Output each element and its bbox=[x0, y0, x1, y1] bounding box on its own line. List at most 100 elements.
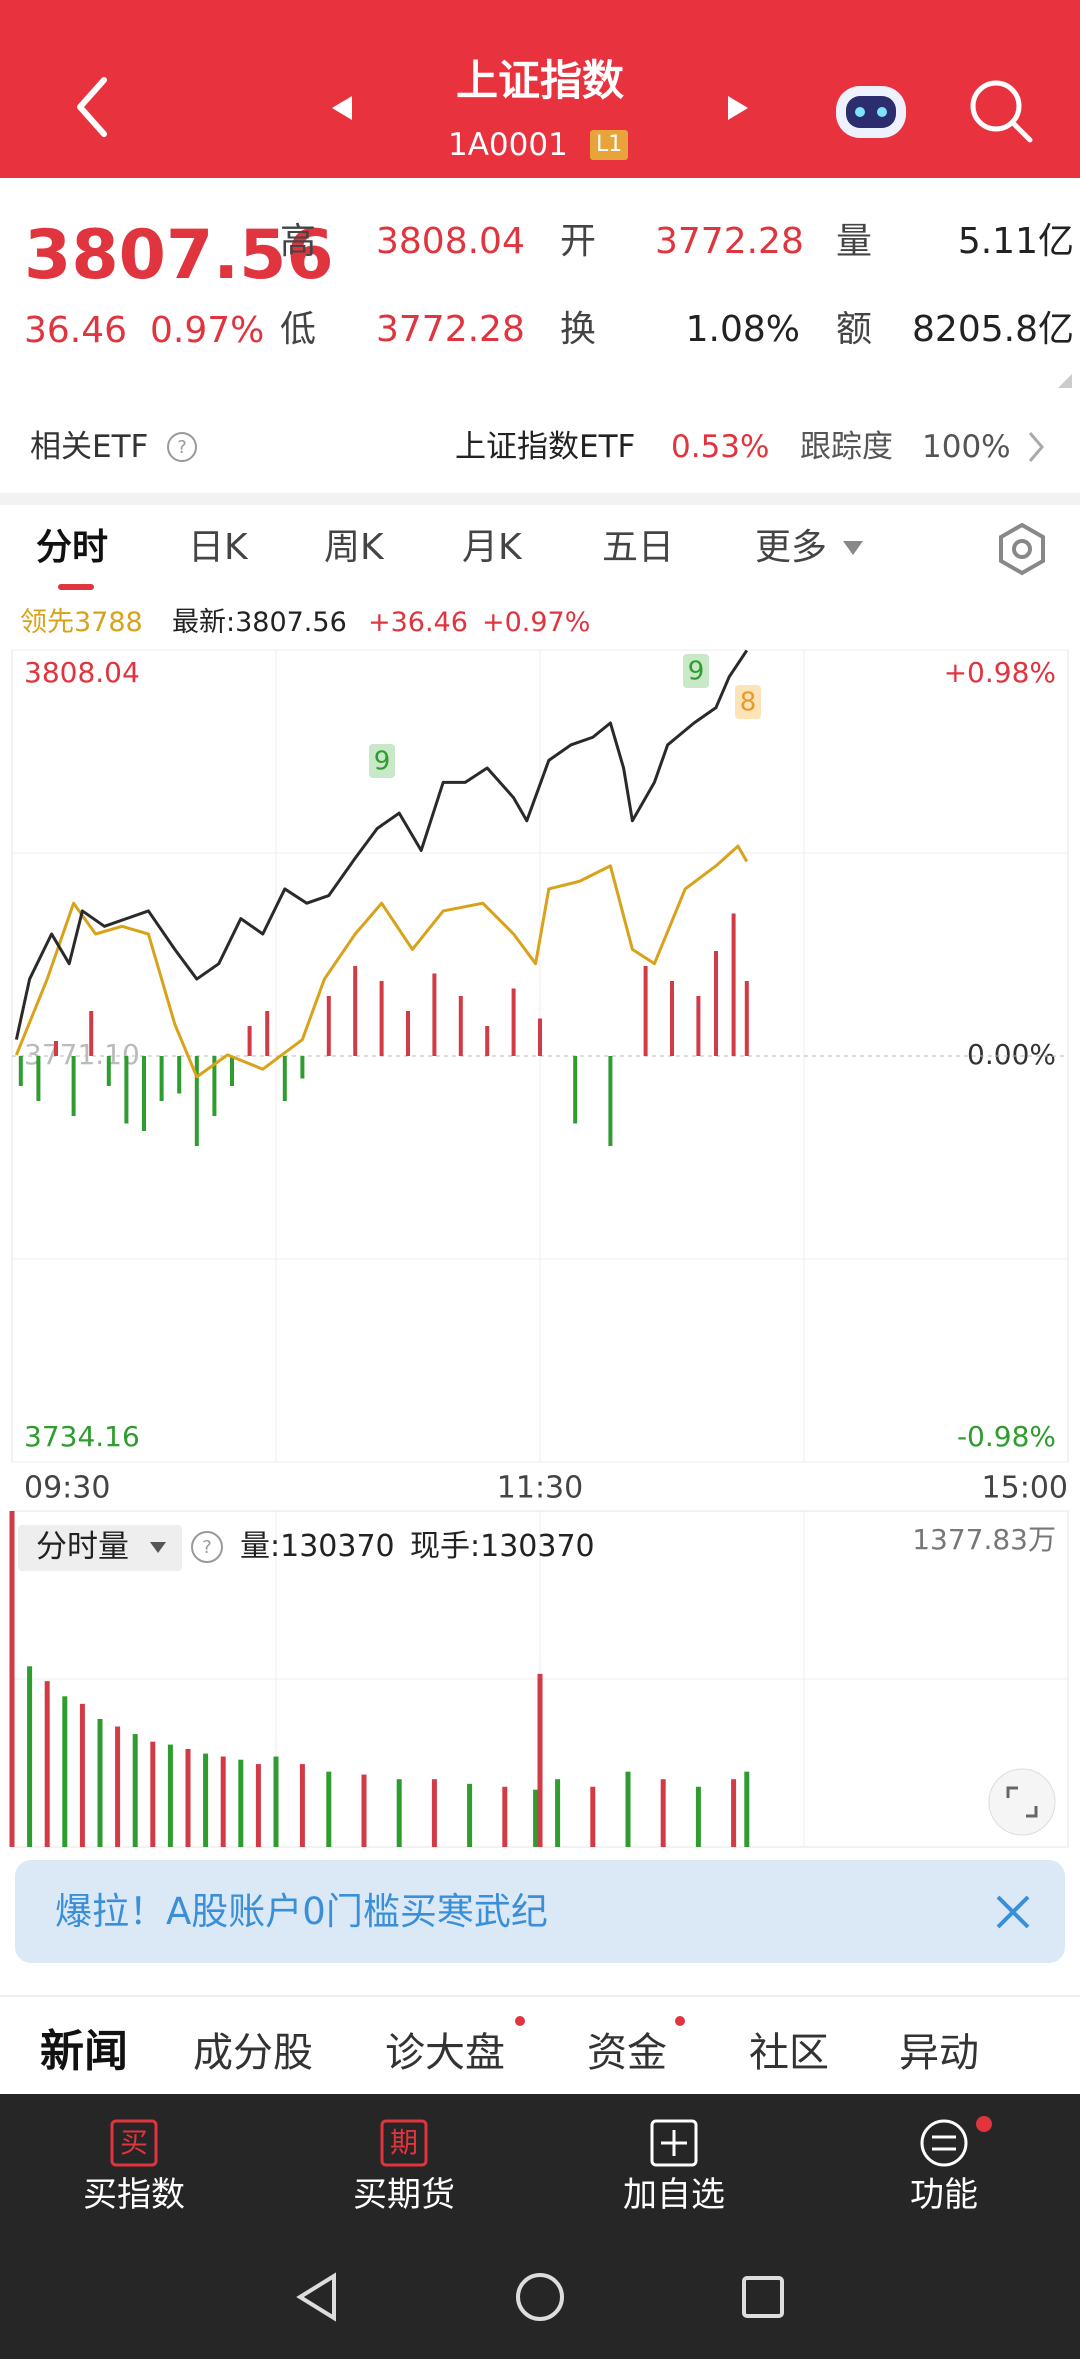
nav-label[interactable]: 功能 bbox=[910, 2175, 978, 2215]
breadth-bar bbox=[406, 1011, 410, 1056]
volume-tick-label: 1377.83万 bbox=[912, 1523, 1056, 1556]
volume-bar bbox=[660, 1779, 666, 1847]
volume-label: 量:130370 bbox=[240, 1529, 395, 1564]
tab[interactable]: 更多 bbox=[755, 527, 828, 568]
breadth-bar bbox=[458, 996, 463, 1056]
field-value: 3772.28 bbox=[655, 221, 804, 262]
y2-tick-label: 0.00% bbox=[967, 1038, 1056, 1071]
badge-dot bbox=[515, 2016, 525, 2026]
volume-bar bbox=[150, 1741, 156, 1847]
add-icon[interactable] bbox=[650, 2119, 698, 2167]
nav-label[interactable]: 买指数 bbox=[83, 2175, 185, 2215]
prev-icon[interactable] bbox=[332, 96, 352, 120]
breadth-bar bbox=[326, 996, 331, 1056]
breadth-bar bbox=[538, 1018, 542, 1056]
banner-bg[interactable] bbox=[15, 1860, 1065, 1963]
news-tab[interactable]: 社区 bbox=[749, 2030, 829, 2076]
next-icon[interactable] bbox=[728, 96, 748, 120]
breadth-bar bbox=[696, 996, 701, 1056]
volume-selector[interactable] bbox=[18, 1525, 182, 1571]
volume-bar bbox=[731, 1779, 737, 1847]
field-label: 开 bbox=[560, 221, 597, 262]
tracking-label: 跟踪度 bbox=[800, 429, 893, 465]
breadth-bar bbox=[379, 981, 384, 1056]
volume-label: 现手:130370 bbox=[410, 1529, 595, 1564]
dropdown-icon[interactable] bbox=[150, 1542, 166, 1553]
nav-label[interactable]: 买期货 bbox=[353, 2175, 455, 2215]
fullscreen-button[interactable] bbox=[988, 1768, 1056, 1836]
help-mark: ? bbox=[202, 1537, 212, 1558]
volume-bar bbox=[590, 1786, 596, 1847]
y2-tick-label: +0.98% bbox=[944, 656, 1056, 689]
news-tab[interactable]: 新闻 bbox=[40, 2026, 128, 2077]
help-icon[interactable] bbox=[167, 432, 197, 462]
volume-bar bbox=[396, 1779, 402, 1847]
volume-bar bbox=[467, 1783, 473, 1847]
y-tick-label: 3734.16 bbox=[24, 1420, 140, 1453]
breadth-bar bbox=[282, 1056, 287, 1101]
breadth-bar bbox=[265, 1011, 270, 1056]
sys-recent[interactable] bbox=[742, 2276, 784, 2318]
function-icon[interactable] bbox=[920, 2119, 968, 2167]
tab[interactable]: 周K bbox=[324, 527, 384, 568]
signal-box bbox=[683, 654, 709, 688]
breadth-bar bbox=[124, 1056, 129, 1124]
nav-label[interactable]: 加自选 bbox=[623, 2175, 725, 2215]
field-label: 高 bbox=[280, 221, 317, 262]
nav-bg bbox=[0, 2094, 1080, 2359]
breadth-bar bbox=[54, 1041, 58, 1056]
field-value: 8205.8亿 bbox=[912, 309, 1074, 350]
tab[interactable]: 月K bbox=[462, 527, 522, 568]
settings-icon[interactable] bbox=[999, 522, 1045, 576]
sys-back[interactable] bbox=[296, 2272, 336, 2322]
breadth-bar bbox=[71, 1056, 76, 1116]
search-icon[interactable] bbox=[970, 80, 1033, 143]
field-label: 量 bbox=[836, 221, 873, 262]
volume-bar bbox=[79, 1703, 85, 1847]
field-label: 低 bbox=[280, 309, 317, 350]
help-icon[interactable] bbox=[191, 1531, 223, 1563]
volume-bar bbox=[695, 1786, 701, 1847]
volume-bar bbox=[537, 1673, 543, 1847]
nav-icon[interactable]: 期 bbox=[389, 2126, 418, 2159]
banner-text[interactable]: 爆拉！A股账户0门槛买寒武纪 bbox=[55, 1890, 548, 1933]
breadth-bar bbox=[608, 1056, 613, 1146]
chevron[interactable] bbox=[1028, 432, 1044, 462]
robot-icon[interactable] bbox=[836, 86, 906, 138]
sys-home[interactable] bbox=[516, 2273, 564, 2321]
news-tab[interactable]: 异动 bbox=[899, 2030, 979, 2076]
volume-bar bbox=[44, 1681, 50, 1847]
volume-bar bbox=[185, 1748, 191, 1847]
volume-bar bbox=[132, 1734, 138, 1847]
back-icon[interactable] bbox=[77, 77, 107, 137]
volume-bar bbox=[273, 1756, 279, 1847]
breadth-bar bbox=[194, 1056, 199, 1146]
tab[interactable]: 分时 bbox=[36, 527, 109, 568]
volume-bar bbox=[167, 1744, 173, 1847]
news-tab[interactable]: 诊大盘 bbox=[385, 2030, 505, 2076]
volume-bar bbox=[625, 1771, 631, 1847]
tab[interactable]: 五日 bbox=[602, 527, 675, 568]
price-line bbox=[15, 844, 749, 1079]
nav-icon[interactable]: 买 bbox=[119, 2126, 148, 2159]
breadth-bar bbox=[142, 1056, 146, 1131]
etf-name[interactable]: 上证指数ETF bbox=[455, 429, 636, 465]
legend-change: +0.97% bbox=[482, 607, 591, 638]
tab[interactable]: 日K bbox=[188, 527, 248, 568]
volume-bar bbox=[255, 1764, 261, 1847]
level-badge: L1 bbox=[590, 130, 629, 160]
dropdown-icon[interactable] bbox=[843, 541, 863, 555]
signal-box bbox=[735, 685, 761, 719]
news-tab[interactable]: 成分股 bbox=[193, 2030, 313, 2076]
divider bbox=[0, 1995, 1080, 1997]
signal: 8 bbox=[740, 688, 757, 718]
volume-bar bbox=[555, 1779, 561, 1847]
volume-bar bbox=[361, 1774, 367, 1847]
breadth-bar bbox=[511, 988, 516, 1056]
breadth-bar bbox=[353, 966, 358, 1056]
close-icon[interactable] bbox=[996, 1895, 1030, 1929]
news-tab[interactable]: 资金 bbox=[587, 2030, 667, 2076]
y-tick-label: 3808.04 bbox=[24, 656, 140, 689]
volume-title[interactable]: 分时量 bbox=[36, 1529, 129, 1565]
